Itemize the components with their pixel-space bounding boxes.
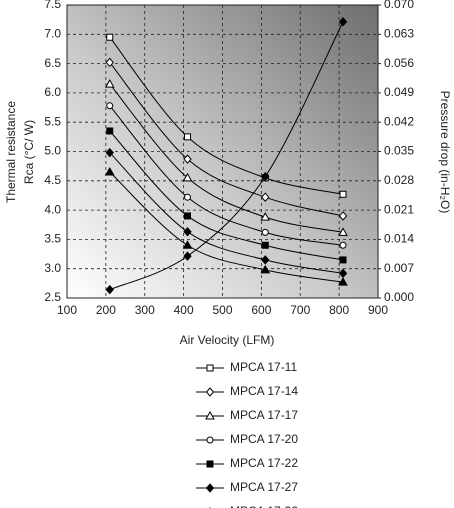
marker	[339, 190, 347, 198]
marker	[105, 147, 114, 158]
marker	[205, 387, 215, 397]
marker	[338, 16, 348, 27]
legend-label: MPCA 17-22	[230, 456, 298, 470]
marker	[261, 171, 270, 182]
marker	[339, 256, 347, 264]
marker	[339, 241, 347, 249]
marker	[183, 227, 192, 237]
y2-tick-label: 0.070	[384, 0, 414, 11]
marker	[261, 228, 269, 236]
marker	[183, 154, 192, 164]
marker	[206, 436, 214, 444]
x-tick-label: 100	[57, 303, 77, 317]
legend-label: MPCA 17-32	[230, 504, 298, 508]
y-tick-label: 3.5	[44, 232, 61, 246]
x-tick-label: 800	[329, 303, 349, 317]
y-axis-label: Rca (°C/ W)	[22, 120, 36, 184]
marker	[184, 133, 192, 141]
y-tick-label: 7.0	[44, 26, 61, 40]
marker	[260, 212, 271, 221]
y2-axis-label: Pressure drop (in-H₂O)	[438, 91, 452, 214]
y-tick-label: 5.5	[44, 114, 61, 128]
series-line	[109, 130, 344, 261]
x-tick-label: 600	[251, 303, 271, 317]
y2-tick-label: 0.049	[384, 85, 414, 99]
series-line	[109, 105, 344, 246]
x-axis-label: Air Velocity (LFM)	[180, 333, 275, 347]
marker	[205, 410, 215, 420]
y-tick-label: 6.5	[44, 56, 61, 70]
marker	[105, 284, 114, 295]
marker	[182, 240, 193, 249]
y-tick-label: 3.0	[44, 261, 61, 275]
marker	[106, 33, 114, 41]
x-tick-label: 500	[212, 303, 232, 317]
y2-tick-label: 0.035	[384, 144, 414, 158]
legend-label: MPCA 17-27	[230, 480, 298, 494]
legend-label: MPCA 17-20	[230, 432, 298, 446]
marker	[183, 251, 192, 261]
y2-tick-label: 0.028	[384, 173, 414, 187]
marker	[205, 483, 215, 493]
series-line	[109, 83, 344, 233]
marker	[104, 79, 115, 88]
marker	[106, 127, 114, 135]
y2-tick-label: 0.042	[384, 114, 414, 128]
x-tick-label: 200	[96, 303, 116, 317]
x-tick-label: 700	[290, 303, 310, 317]
y-tick-label: 2.5	[44, 290, 61, 304]
legend-label: MPCA 17-14	[230, 384, 298, 398]
y-tick-label: 4.5	[44, 173, 61, 187]
marker	[338, 227, 348, 236]
y-tick-label: 5.0	[44, 144, 61, 158]
legend-label: MPCA 17-17	[230, 408, 298, 422]
y-tick-label: 7.5	[44, 0, 61, 11]
marker	[184, 193, 192, 201]
marker	[184, 212, 192, 220]
y2-tick-label: 0.021	[384, 202, 414, 216]
y2-tick-label: 0.063	[384, 26, 414, 40]
series-line	[109, 21, 344, 291]
series-line	[109, 62, 344, 217]
y-tick-label: 4.0	[44, 202, 61, 216]
y-axis-label: Thermal resistance	[4, 101, 18, 203]
y2-tick-label: 0.000	[384, 290, 414, 304]
y-tick-label: 6.0	[44, 85, 61, 99]
series-line	[109, 36, 344, 195]
marker	[104, 167, 115, 176]
marker	[261, 192, 270, 202]
marker	[105, 57, 114, 68]
marker	[261, 241, 269, 249]
y2-tick-label: 0.056	[384, 56, 414, 70]
marker	[338, 211, 348, 221]
marker	[206, 364, 214, 372]
y2-tick-label: 0.014	[384, 232, 414, 246]
marker	[182, 172, 193, 182]
marker	[338, 277, 348, 286]
x-tick-label: 400	[174, 303, 194, 317]
y2-tick-label: 0.007	[384, 261, 414, 275]
legend-label: MPCA 17-11	[230, 360, 297, 374]
series-line	[109, 152, 344, 274]
marker	[106, 102, 114, 110]
marker	[261, 255, 270, 265]
marker	[206, 460, 214, 468]
x-tick-label: 300	[135, 303, 155, 317]
series-line	[109, 171, 344, 283]
marker	[260, 264, 271, 274]
x-tick-label: 900	[368, 303, 388, 317]
